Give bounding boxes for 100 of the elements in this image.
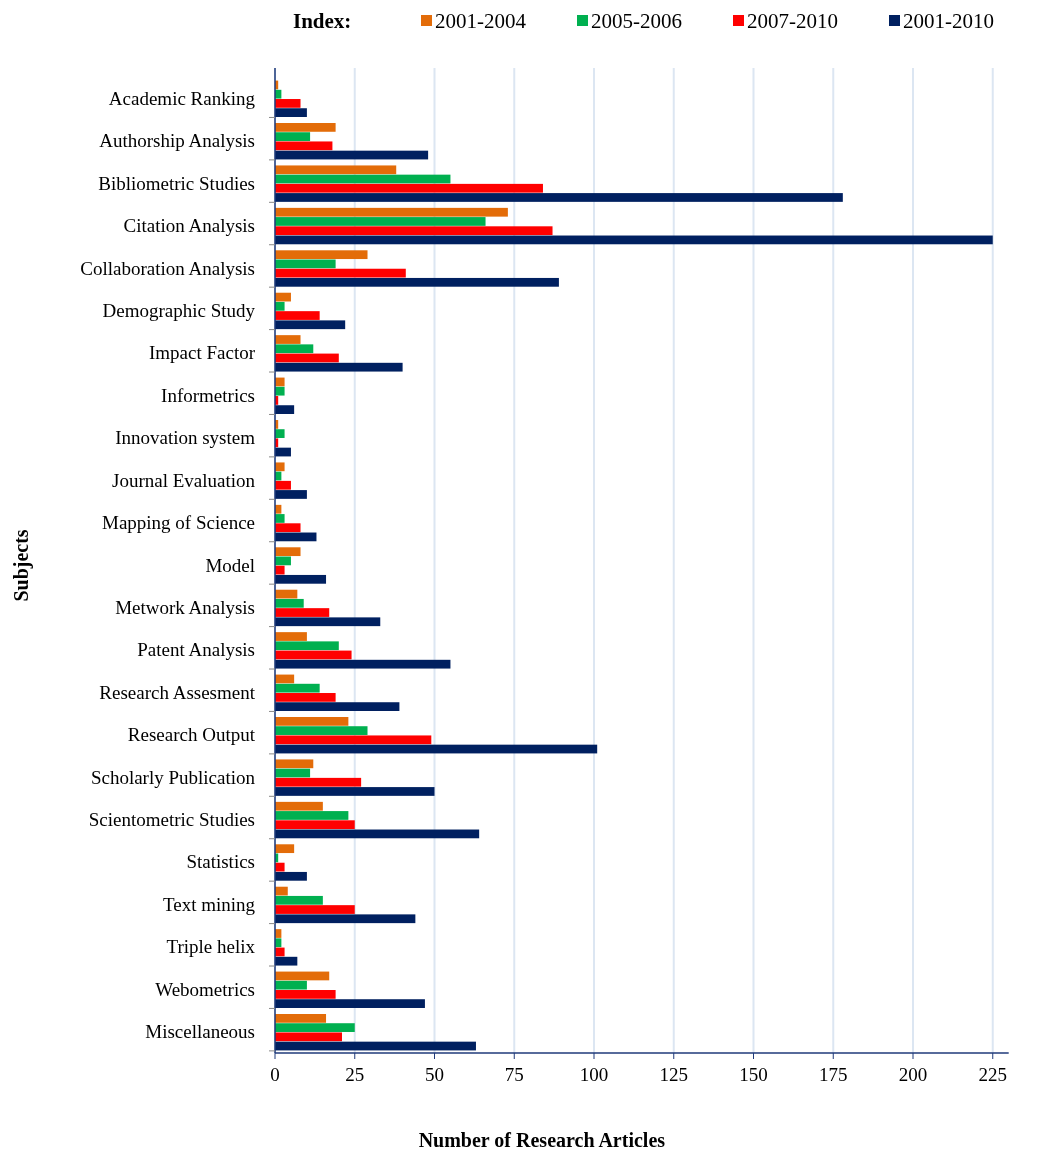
y-tick-label: Scholarly Publication	[90, 766, 256, 788]
bar	[275, 598, 304, 608]
legend-label: 2007-2010	[747, 9, 838, 33]
bar	[275, 405, 295, 414]
bar	[275, 193, 843, 202]
bar	[275, 344, 314, 354]
bar	[275, 259, 336, 269]
bar	[275, 141, 333, 151]
bar	[275, 320, 346, 330]
x-tick-label: 125	[659, 1064, 688, 1085]
y-tick-label: Patent Analysis	[137, 639, 255, 661]
bar	[275, 641, 339, 651]
bar	[275, 353, 339, 363]
bar	[275, 801, 323, 811]
bar	[275, 429, 285, 438]
bar	[275, 811, 349, 820]
bar	[275, 301, 285, 311]
bar	[275, 759, 314, 769]
bar	[275, 717, 349, 726]
x-tick-label: 25	[345, 1064, 365, 1085]
bar	[275, 956, 298, 966]
y-tick-label: Citation Analysis	[123, 215, 255, 237]
bar	[275, 844, 295, 854]
bar	[275, 1041, 476, 1051]
x-tick-label: 100	[579, 1064, 609, 1085]
x-tick-label: 0	[270, 1064, 280, 1085]
bar	[275, 132, 311, 141]
y-tick-label: Academic Ranking	[108, 87, 256, 109]
y-axis-title: Subjects	[10, 529, 33, 602]
bar	[275, 386, 285, 396]
y-tick-label: Impact Factor	[148, 342, 256, 364]
bar	[275, 787, 435, 796]
bar	[275, 123, 336, 132]
bar	[275, 871, 307, 881]
y-tick-label: Webometrics	[155, 978, 255, 1000]
bar	[275, 1023, 355, 1032]
y-tick-label: Scientometric Studies	[88, 809, 255, 831]
bar	[275, 726, 368, 735]
bar	[275, 1032, 342, 1042]
bar	[275, 990, 336, 999]
y-tick-label: Text mining	[162, 893, 256, 915]
bar	[275, 820, 355, 830]
bar	[275, 514, 285, 523]
bar	[275, 735, 432, 745]
y-tick-label: Research Assesment	[99, 681, 256, 703]
y-tick-label: Demographic Study	[102, 299, 256, 321]
bar	[275, 362, 403, 372]
bar	[275, 829, 480, 839]
bar	[275, 183, 543, 193]
bar	[275, 999, 425, 1008]
y-tick-label: Research Output	[127, 724, 256, 746]
bar	[275, 217, 486, 226]
bar	[275, 702, 400, 711]
y-tick-label: Metwork Analysis	[115, 596, 255, 618]
bar	[275, 905, 355, 914]
bar	[275, 632, 307, 641]
x-axis-title: Number of Research Articles	[418, 1129, 666, 1151]
bar	[275, 914, 416, 924]
x-tick-label: 225	[978, 1064, 1007, 1085]
y-tick-label: Innovation system	[115, 427, 256, 449]
y-tick-label: Journal Evaluation	[112, 469, 256, 491]
bar	[275, 574, 327, 584]
y-tick-label: Statistics	[186, 851, 255, 873]
bar	[275, 268, 406, 278]
bar	[275, 683, 320, 693]
legend-label: 2001-2010	[903, 9, 994, 33]
bar	[275, 744, 598, 754]
bar	[275, 659, 451, 669]
x-tick-label: 175	[819, 1064, 848, 1085]
legend-label: 2001-2004	[435, 9, 527, 33]
bar	[275, 250, 368, 260]
bar	[275, 608, 330, 617]
bar	[275, 226, 553, 236]
bar	[275, 777, 362, 787]
bar	[275, 523, 301, 533]
x-tick-label: 150	[739, 1064, 768, 1085]
bar	[275, 150, 429, 160]
bar	[275, 235, 993, 245]
bar	[275, 311, 320, 320]
y-tick-label: Authorship Analysis	[99, 130, 255, 152]
bar	[275, 895, 323, 905]
x-tick-label: 200	[898, 1064, 928, 1085]
y-tick-label: Mapping of Science	[101, 512, 255, 534]
bar	[275, 693, 336, 702]
bar	[275, 462, 285, 472]
x-tick-label: 75	[504, 1064, 524, 1085]
y-tick-label: Model	[205, 554, 255, 576]
bar	[275, 1014, 327, 1023]
y-tick-label: Collaboration Analysis	[80, 257, 255, 279]
bar	[275, 617, 381, 627]
x-tick-label: 50	[425, 1064, 444, 1085]
bar	[275, 490, 307, 499]
bar	[275, 547, 301, 557]
legend-label: 2005-2006	[591, 9, 682, 33]
y-tick-label: Triple helix	[166, 936, 256, 958]
bar	[275, 165, 397, 175]
bar	[275, 207, 508, 217]
bar	[275, 480, 291, 490]
bar	[275, 335, 301, 344]
bar	[275, 277, 559, 287]
